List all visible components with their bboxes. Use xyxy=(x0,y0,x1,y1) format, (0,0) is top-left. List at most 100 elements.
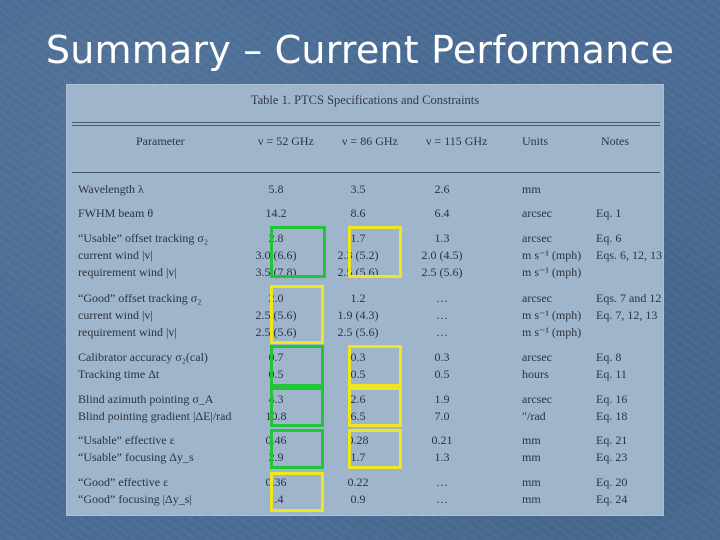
column-header: ν = 115 GHz xyxy=(426,134,488,148)
table-cell: “Usable” effective ε xyxy=(78,433,175,447)
table-cell: mm xyxy=(522,182,541,196)
table-cell: Eq. 11 xyxy=(596,367,627,381)
table-cell: arcsec xyxy=(522,231,552,245)
table-cell: Calibrator accuracy σ₂(cal) xyxy=(78,350,208,364)
table-cell: 1.9 (4.3) xyxy=(337,308,379,322)
table-cell: 1.3 xyxy=(434,231,450,245)
green-highlight-box xyxy=(270,387,324,427)
table-cell: … xyxy=(436,308,448,322)
table-cell: 0.5 xyxy=(434,367,450,381)
table-cell: 0.22 xyxy=(347,475,369,489)
table-cell: mm xyxy=(522,492,541,506)
table-cell: 1.7 xyxy=(350,450,366,464)
table-cell: ″/rad xyxy=(522,409,546,423)
table-cell: arcsec xyxy=(522,291,552,305)
table-cell: 1.3 xyxy=(434,450,450,464)
yellow-highlight-box xyxy=(270,472,324,512)
yellow-highlight-box xyxy=(348,387,402,427)
table-cell: “Good” offset tracking σ₂ xyxy=(78,291,202,305)
table-cell: 1.9 xyxy=(434,392,450,406)
table-cell: 3.5 xyxy=(350,182,366,196)
table-cell: m s⁻¹ (mph) xyxy=(522,308,582,322)
table-cell: 1.7 xyxy=(350,231,366,245)
table-cell: 3.0 (6.6) xyxy=(255,248,297,262)
table-cell: 6.4 xyxy=(434,206,450,220)
table-cell: 5.8 xyxy=(268,182,284,196)
table-cell: 2.0 (4.5) xyxy=(421,248,463,262)
table-cell: 0.5 xyxy=(350,367,366,381)
table-cell: 0.28 xyxy=(347,433,369,447)
yellow-highlight-box xyxy=(270,285,324,344)
table-cell: 7.0 xyxy=(434,409,450,423)
table-cell: 0.3 xyxy=(434,350,450,364)
table-cell: Eq. 8 xyxy=(596,350,622,364)
table-cell: … xyxy=(436,492,448,506)
table-cell: arcsec xyxy=(522,350,552,364)
green-highlight-box xyxy=(270,345,324,387)
table-cell: FWHM beam θ xyxy=(78,206,154,220)
table-cell: Eqs. 7 and 12 xyxy=(596,291,662,305)
table-cell: Eq. 1 xyxy=(596,206,622,220)
table-cell: Eq. 24 xyxy=(596,492,628,506)
table-cell: m s⁻¹ (mph) xyxy=(522,265,582,279)
table-cell: 2.5 (5.6) xyxy=(255,308,297,322)
table-cell: … xyxy=(436,291,448,305)
table-cell: … xyxy=(436,325,448,339)
table-cell: current wind |v| xyxy=(78,248,153,262)
yellow-highlight-box xyxy=(348,226,402,278)
table-cell: mm xyxy=(522,450,541,464)
table-cell: requirement wind |v| xyxy=(78,325,177,339)
table-cell: 2.5 (5.6) xyxy=(337,325,379,339)
column-header: ν = 86 GHz xyxy=(342,134,398,148)
yellow-highlight-box xyxy=(348,345,402,387)
table-cell: 8.6 xyxy=(350,206,366,220)
table-cell: mm xyxy=(522,475,541,489)
table-cell: “Usable” focusing Δy_s xyxy=(78,450,194,464)
table-cell: 2.5 (5.6) xyxy=(255,325,297,339)
table-caption: Table 1. PTCS Specifications and Constra… xyxy=(250,93,480,107)
table-cell: 2.6 xyxy=(434,182,450,196)
table-cell: mm xyxy=(522,433,541,447)
table-cell: Eqs. 6, 12, 13 xyxy=(596,248,662,262)
table-cell: current wind |v| xyxy=(78,308,153,322)
table-cell: Eq. 6 xyxy=(596,231,622,245)
table-cell: 0.21 xyxy=(431,433,453,447)
table-cell: 6.5 xyxy=(350,409,366,423)
column-header: Notes xyxy=(601,134,629,148)
table-cell: Wavelength λ xyxy=(78,182,144,196)
table-cell: Tracking time Δt xyxy=(78,367,160,381)
table-cell: … xyxy=(436,475,448,489)
table-cell: Eq. 20 xyxy=(596,475,628,489)
table-cell: “Good” effective ε xyxy=(78,475,169,489)
table-cell: arcsec xyxy=(522,392,552,406)
table-cell: 1.2 xyxy=(350,291,366,305)
column-header: Parameter xyxy=(136,134,185,148)
table-cell: 2.3 (5.2) xyxy=(337,248,379,262)
slide-title: Summary – Current Performance xyxy=(45,28,675,72)
table-cell: 2.6 xyxy=(350,392,366,406)
column-header: Units xyxy=(522,134,549,148)
table-cell: 2.5 (5.6) xyxy=(421,265,463,279)
table-cell: Eq. 21 xyxy=(596,433,628,447)
column-header: ν = 52 GHz xyxy=(258,134,314,148)
table-cell: m s⁻¹ (mph) xyxy=(522,325,582,339)
table-cell: m s⁻¹ (mph) xyxy=(522,248,582,262)
table-cell: “Usable” offset tracking σ₂ xyxy=(78,231,209,245)
table-cell: Eq. 23 xyxy=(596,450,628,464)
table-cell: Blind azimuth pointing σ_A xyxy=(78,392,214,406)
table-cell: requirement wind |v| xyxy=(78,265,177,279)
table-cell: 14.2 xyxy=(265,206,287,220)
table-cell: Eq. 7, 12, 13 xyxy=(596,308,658,322)
yellow-highlight-box xyxy=(348,429,402,469)
green-highlight-box xyxy=(270,226,326,278)
green-highlight-box xyxy=(270,429,324,469)
table-image: Table 1. PTCS Specifications and Constra… xyxy=(66,84,664,516)
table-cell: Eq. 18 xyxy=(596,409,628,423)
table-cell: hours xyxy=(522,367,549,381)
header-rule xyxy=(72,172,660,173)
table-cell: arcsec xyxy=(522,206,552,220)
top-rule xyxy=(72,122,660,123)
table-cell: Eq. 16 xyxy=(596,392,628,406)
table-cell: Blind pointing gradient |ΔE|/rad xyxy=(78,409,232,423)
table-cell: 0.3 xyxy=(350,350,366,364)
